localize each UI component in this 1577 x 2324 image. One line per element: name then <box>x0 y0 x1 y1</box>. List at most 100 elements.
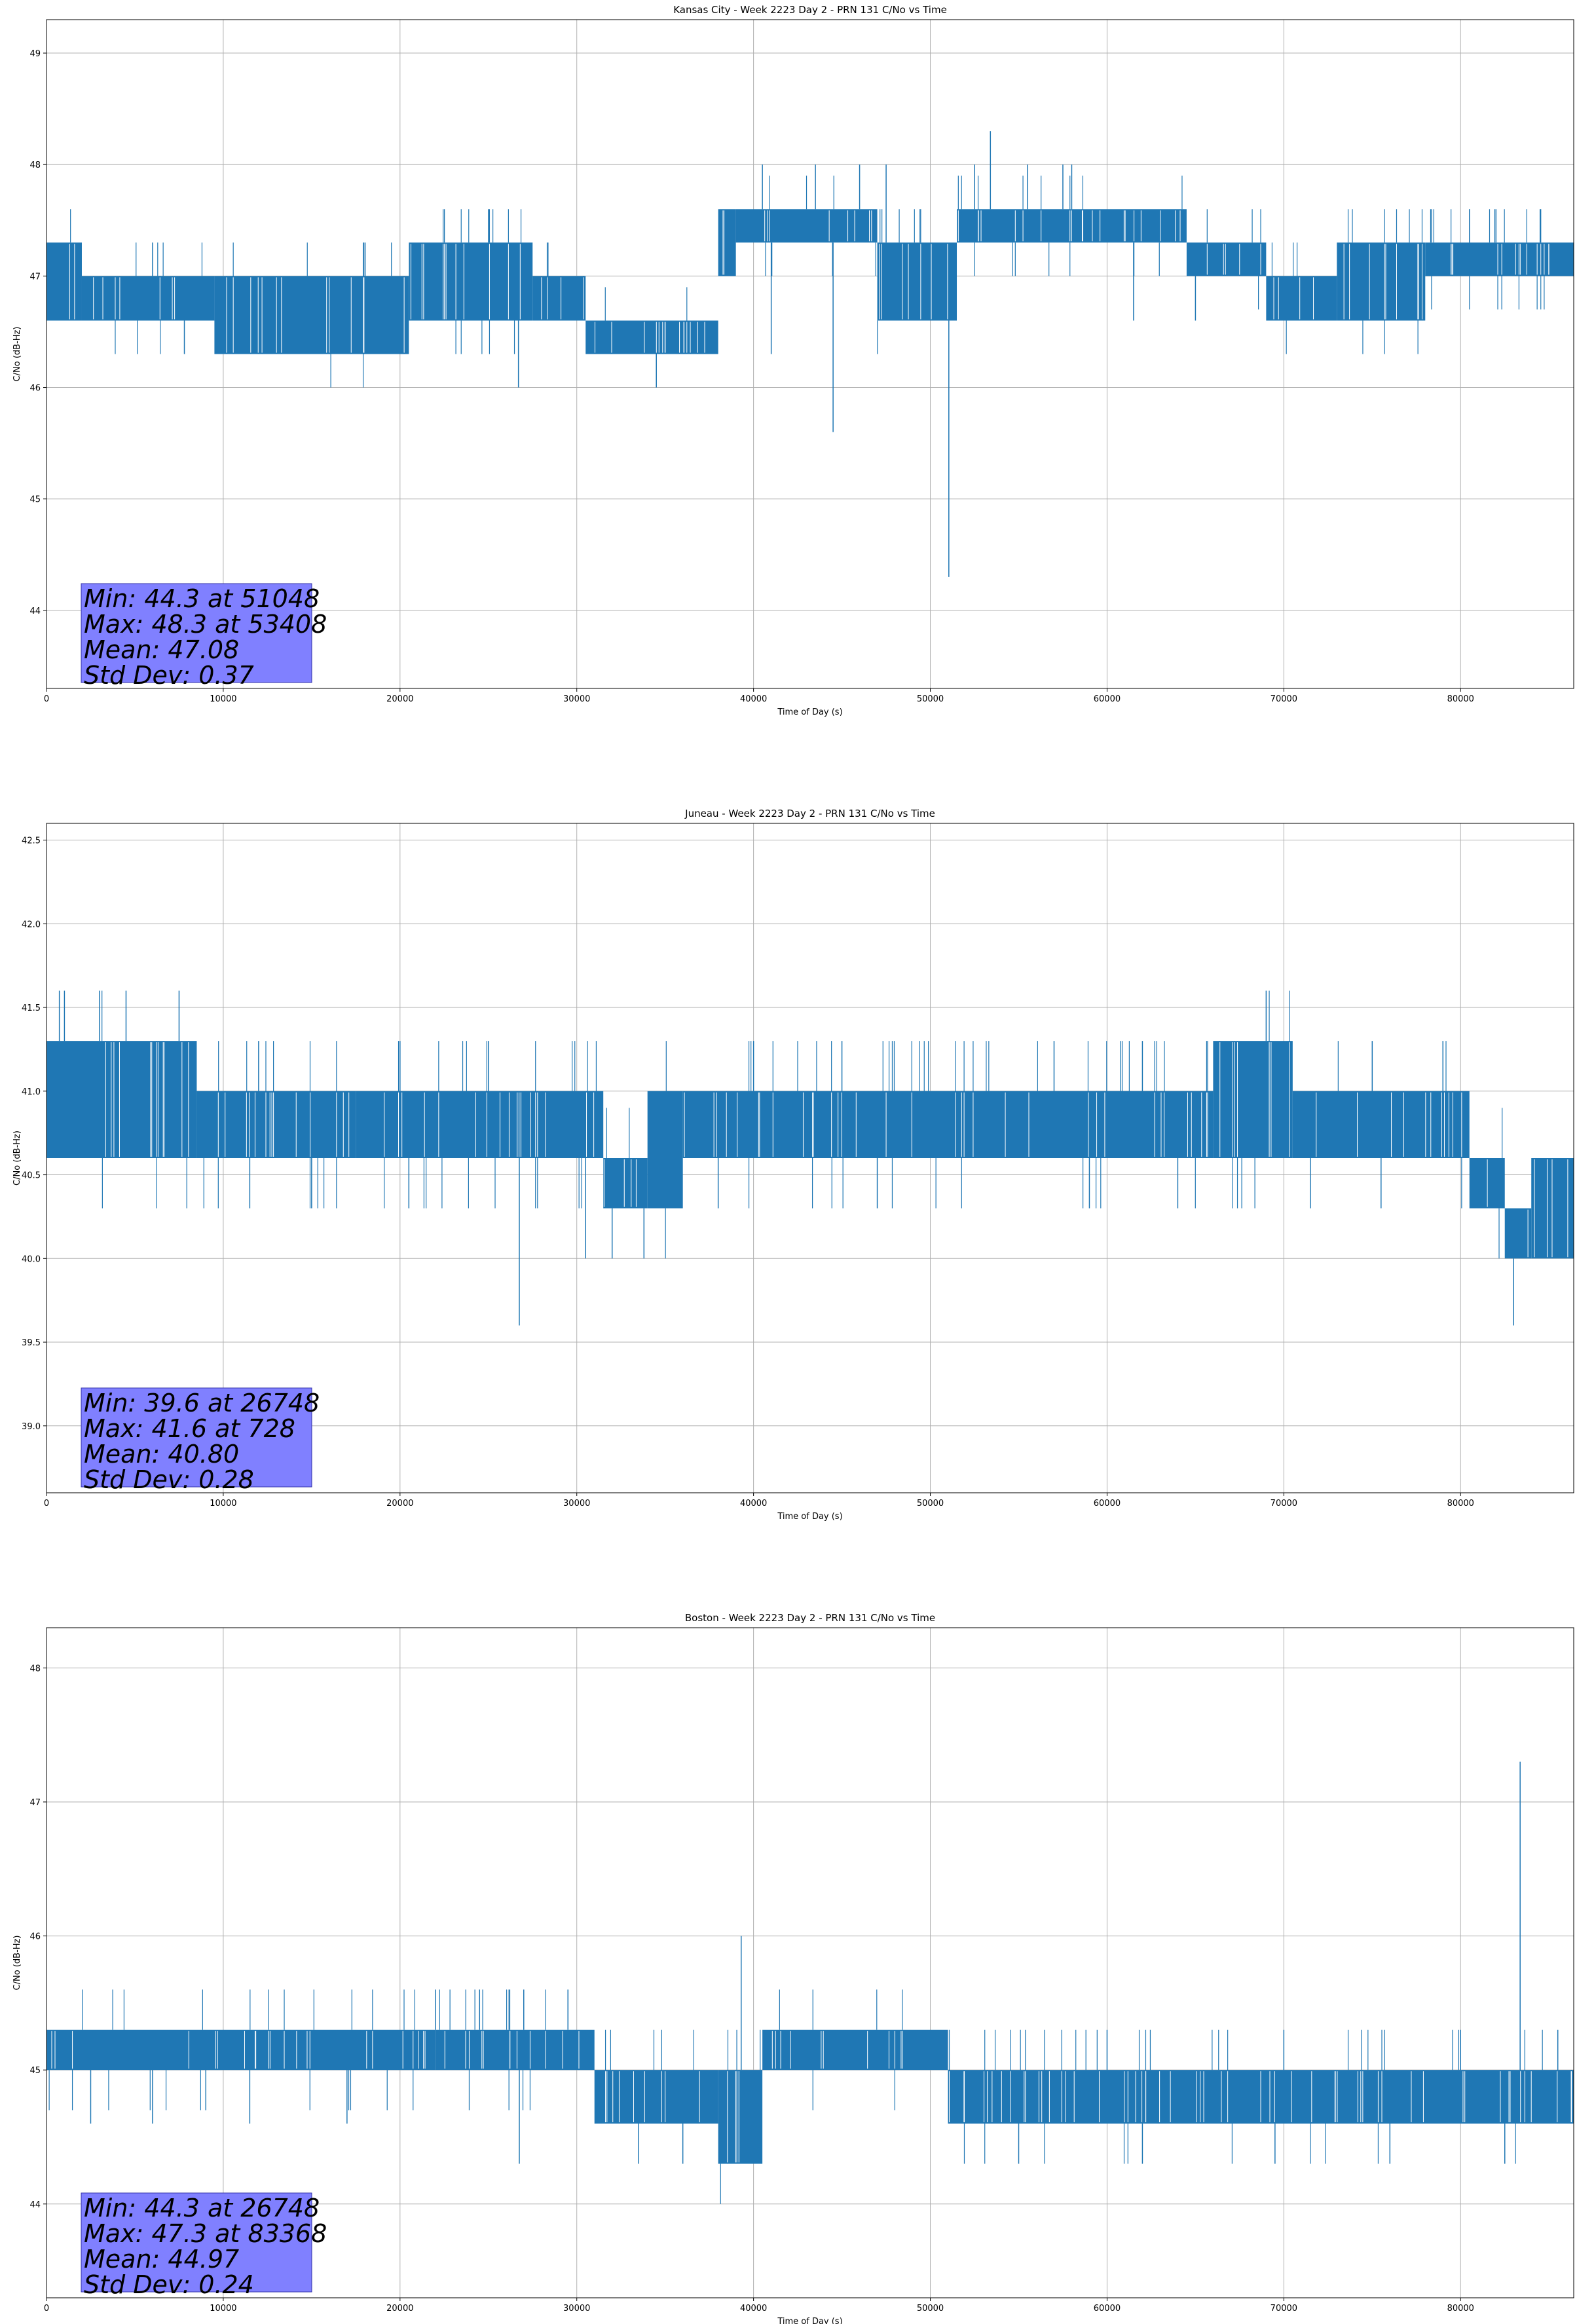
data-band <box>585 320 718 354</box>
data-band <box>762 2029 948 2071</box>
data-band <box>1186 242 1267 276</box>
stats-line: Max: 41.6 at 728 <box>84 1414 295 1443</box>
x-tick-label: 80000 <box>1447 2304 1474 2314</box>
data-band <box>435 2029 595 2071</box>
x-axis-label: Time of Day (s) <box>777 707 842 717</box>
data-band <box>196 1091 356 1158</box>
stats-line: Mean: 44.97 <box>84 2245 239 2274</box>
y-tick-label: 48 <box>29 160 41 170</box>
x-tick-label: 10000 <box>210 694 236 704</box>
data-band <box>356 1091 604 1158</box>
y-tick-label: 49 <box>29 49 41 59</box>
data-band <box>1425 242 1574 276</box>
data-band <box>1213 1041 1293 1158</box>
x-tick-label: 80000 <box>1447 694 1474 704</box>
x-tick-label: 60000 <box>1094 694 1121 704</box>
y-axis-label: C/No (dB-Hz) <box>12 327 22 382</box>
data-band <box>46 1041 197 1158</box>
x-tick-label: 20000 <box>386 1499 413 1509</box>
data-band <box>46 242 82 321</box>
data-band <box>1337 242 1426 321</box>
data-band <box>957 209 1081 243</box>
y-tick-label: 42.5 <box>22 836 41 846</box>
series-area <box>46 1761 1574 2204</box>
chart-0: Kansas City - Week 2223 Day 2 - PRN 131 … <box>12 4 1574 717</box>
series-area <box>46 990 1574 1326</box>
x-tick-label: 60000 <box>1094 1499 1121 1509</box>
y-tick-label: 44 <box>29 607 41 616</box>
data-band <box>877 242 957 321</box>
data-band <box>81 276 215 321</box>
data-band <box>409 242 533 321</box>
chart-1: Juneau - Week 2223 Day 2 - PRN 131 C/No … <box>12 808 1574 1522</box>
x-tick-label: 0 <box>44 694 49 704</box>
x-tick-label: 50000 <box>917 1499 944 1509</box>
y-tick-label: 45 <box>29 495 41 505</box>
y-tick-label: 46 <box>29 384 41 394</box>
y-tick-label: 42.0 <box>22 920 41 929</box>
y-axis-label: C/No (dB-Hz) <box>12 1936 22 1991</box>
axes-frame <box>46 823 1574 1493</box>
stats-box <box>81 2192 312 2293</box>
y-tick-label: 41.0 <box>22 1087 41 1097</box>
x-tick-label: 50000 <box>917 694 944 704</box>
y-tick-label: 39.0 <box>22 1422 41 1432</box>
y-tick-label: 47 <box>29 272 41 282</box>
x-tick-label: 40000 <box>740 1499 767 1509</box>
stats-box <box>81 583 312 683</box>
series-area <box>46 131 1574 577</box>
data-band <box>1080 209 1187 243</box>
y-tick-label: 47 <box>29 1798 41 1808</box>
data-band <box>214 276 409 354</box>
data-band <box>718 209 736 276</box>
data-band <box>1266 276 1337 321</box>
y-tick-label: 46 <box>29 1932 41 1942</box>
chart-title: Boston - Week 2223 Day 2 - PRN 131 C/No … <box>685 1612 935 1624</box>
data-band <box>532 276 586 321</box>
y-tick-label: 39.5 <box>22 1338 41 1348</box>
data-band <box>682 1091 1214 1158</box>
y-tick-label: 48 <box>29 1664 41 1674</box>
axes-frame <box>46 1627 1574 2298</box>
x-tick-label: 30000 <box>563 2304 590 2314</box>
chart-title: Juneau - Week 2223 Day 2 - PRN 131 C/No … <box>684 808 935 819</box>
data-band <box>1292 1091 1470 1158</box>
x-tick-label: 70000 <box>1271 1499 1297 1509</box>
x-tick-label: 10000 <box>210 1499 236 1509</box>
y-tick-label: 44 <box>29 2200 41 2210</box>
data-band <box>718 2070 763 2164</box>
y-tick-label: 40.0 <box>22 1254 41 1264</box>
x-tick-label: 20000 <box>386 694 413 704</box>
data-band <box>1504 1208 1532 1259</box>
x-tick-label: 0 <box>44 2304 49 2314</box>
data-band <box>735 209 878 243</box>
x-tick-label: 40000 <box>740 2304 767 2314</box>
x-tick-label: 70000 <box>1271 694 1297 704</box>
stats-line: Std Dev: 0.24 <box>84 2270 254 2299</box>
chart-2: Boston - Week 2223 Day 2 - PRN 131 C/No … <box>12 1612 1574 2324</box>
x-tick-label: 80000 <box>1447 1499 1474 1509</box>
x-tick-label: 50000 <box>917 2304 944 2314</box>
axes-frame <box>46 19 1574 689</box>
y-tick-label: 40.5 <box>22 1171 41 1181</box>
data-band <box>46 2029 436 2071</box>
stats-line: Mean: 47.08 <box>84 635 239 664</box>
stats-line: Max: 47.3 at 83368 <box>84 2219 327 2248</box>
y-tick-label: 41.5 <box>22 1003 41 1013</box>
y-axis-label: C/No (dB-Hz) <box>12 1131 22 1186</box>
x-tick-label: 0 <box>44 1499 49 1509</box>
stats-line: Min: 44.3 at 26748 <box>84 2194 320 2222</box>
x-axis-label: Time of Day (s) <box>777 2317 842 2324</box>
x-tick-label: 60000 <box>1094 2304 1121 2314</box>
stats-line: Mean: 40.80 <box>84 1440 239 1469</box>
x-axis-label: Time of Day (s) <box>777 1512 842 1522</box>
x-tick-label: 20000 <box>386 2304 413 2314</box>
stats-line: Std Dev: 0.37 <box>84 661 254 690</box>
x-tick-label: 10000 <box>210 2304 236 2314</box>
data-band <box>594 2070 718 2124</box>
stats-line: Min: 44.3 at 51048 <box>84 584 320 613</box>
stats-line: Max: 48.3 at 53408 <box>84 610 327 639</box>
x-tick-label: 30000 <box>563 694 590 704</box>
stats-line: Min: 39.6 at 26748 <box>84 1389 320 1417</box>
